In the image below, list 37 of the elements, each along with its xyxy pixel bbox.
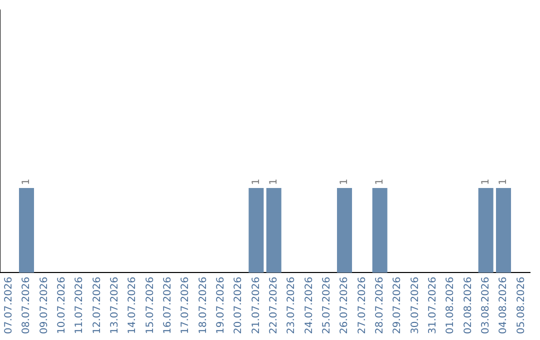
- x-tick-label: 15.07.2026: [144, 276, 156, 334]
- x-tick-label: 24.07.2026: [304, 276, 315, 334]
- x-tick-label: 23.07.2026: [286, 276, 298, 334]
- x-tick-label: 29.07.2026: [392, 276, 404, 334]
- data-label: 1: [498, 178, 510, 185]
- x-tick-label: 04.08.2026: [498, 276, 510, 334]
- x-tick-label: 17.07.2026: [180, 276, 192, 334]
- x-tick-label: 12.07.2026: [92, 276, 103, 334]
- x-tick-label: 21.07.2026: [250, 276, 262, 334]
- x-tick-label: 10.07.2026: [56, 276, 68, 334]
- x-tick-label: 19.07.2026: [215, 276, 226, 334]
- x-tick-label: 02.08.2026: [462, 276, 474, 334]
- x-tick-label: 05.08.2026: [516, 276, 527, 334]
- data-label: 1: [268, 178, 280, 185]
- data-label: 1: [374, 178, 386, 185]
- x-tick-label: 22.07.2026: [268, 276, 280, 334]
- x-tick-label: 08.07.2026: [21, 276, 32, 334]
- x-tick-label: 31.07.2026: [427, 276, 438, 334]
- x-tick-label: 27.07.2026: [356, 276, 368, 334]
- x-tick-label: 20.07.2026: [233, 276, 244, 334]
- x-tick-label: 18.07.2026: [198, 276, 209, 334]
- x-tick-label: 09.07.2026: [38, 276, 50, 334]
- x-tick-label: 28.07.2026: [374, 276, 386, 334]
- x-tick-label: 03.08.2026: [480, 276, 492, 334]
- x-tick-label: 14.07.2026: [127, 276, 138, 334]
- x-tick-label: 26.07.2026: [339, 276, 350, 334]
- x-tick-label: 13.07.2026: [109, 276, 120, 334]
- x-tick-label: 11.07.2026: [74, 276, 86, 334]
- data-label: 1: [21, 178, 32, 185]
- data-label: 1: [250, 178, 262, 185]
- data-label: 1: [480, 178, 492, 185]
- x-tick-label: 07.07.2026: [3, 276, 14, 334]
- data-label: 1: [339, 178, 350, 185]
- x-tick-label: 16.07.2026: [162, 276, 174, 334]
- x-tick-label: 01.08.2026: [445, 276, 456, 334]
- x-tick-label: 25.07.2026: [321, 276, 332, 334]
- x-tick-label: 30.07.2026: [410, 276, 421, 334]
